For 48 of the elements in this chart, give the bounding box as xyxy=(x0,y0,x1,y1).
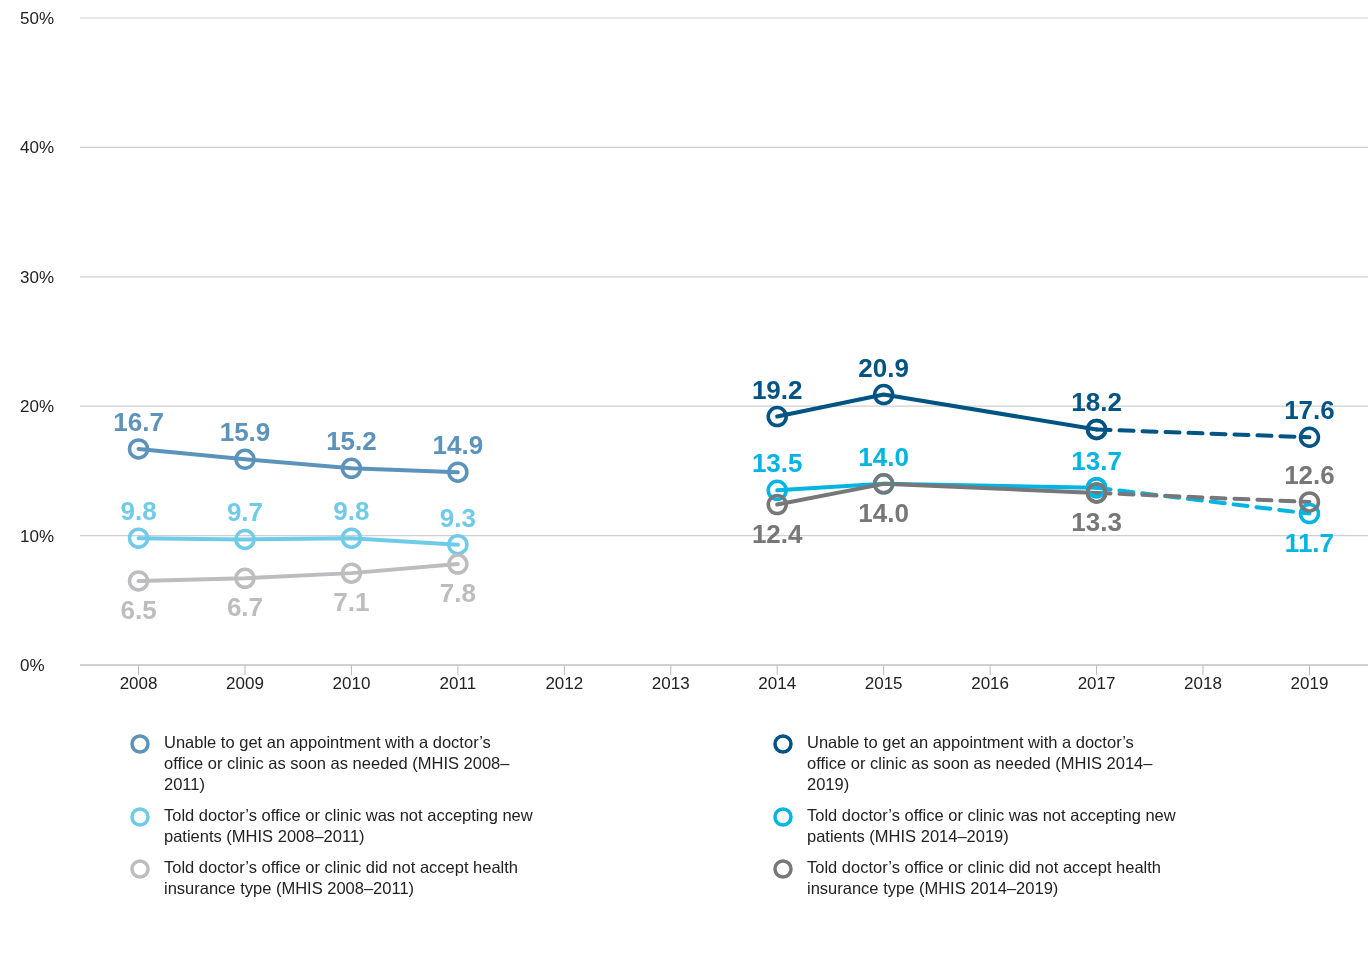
data-label: 15.9 xyxy=(219,417,271,448)
x-tick-label: 2009 xyxy=(226,674,264,694)
y-tick-label: 40% xyxy=(20,138,55,158)
legend-label: Told doctor’s office or clinic did not accept health insurance type (MHIS 2008–2011) xyxy=(164,857,520,899)
x-tick-label: 2010 xyxy=(332,674,371,694)
data-label: 17.6 xyxy=(1284,395,1335,426)
data-label: 6.7 xyxy=(226,592,264,623)
data-label: 19.2 xyxy=(751,374,803,405)
x-tick-label: 2016 xyxy=(971,674,1010,694)
x-tick-label: 2018 xyxy=(1184,674,1222,694)
data-label: 13.5 xyxy=(751,448,803,479)
legend-label: Unable to get an appointment with a doctor’s office or clinic as soon as needed (MHIS 2014–2019) xyxy=(807,732,1154,795)
legend-label: Told doctor’s office or clinic did not accept health insurance type (MHIS 2014–2019) xyxy=(807,857,1163,899)
y-tick-label: 20% xyxy=(20,397,55,417)
x-tick-label: 2014 xyxy=(758,674,797,694)
data-label: 14.0 xyxy=(858,441,909,472)
legend-label: Told doctor’s office or clinic was not accepting new patients (MHIS 2014–2019) xyxy=(807,805,1177,847)
data-label: 6.5 xyxy=(120,594,157,625)
x-tick-label: 2013 xyxy=(651,674,690,694)
data-label: 9.8 xyxy=(120,496,157,527)
data-label: 9.3 xyxy=(439,502,476,533)
x-tick-label: 2011 xyxy=(439,674,477,694)
y-tick-label: 30% xyxy=(20,267,55,287)
data-label: 12.4 xyxy=(751,518,804,549)
data-label: 13.3 xyxy=(1071,506,1122,537)
y-tick-label: 0% xyxy=(20,656,45,676)
data-label: 9.7 xyxy=(226,497,264,528)
x-tick-label: 2008 xyxy=(119,674,158,694)
data-label: 18.2 xyxy=(1071,387,1122,418)
data-label: 15.2 xyxy=(326,426,377,457)
data-label: 12.6 xyxy=(1284,459,1335,490)
data-label: 11.7 xyxy=(1284,527,1335,558)
data-label: 14.0 xyxy=(858,497,909,528)
data-label: 16.7 xyxy=(113,406,164,437)
legend-label: Unable to get an appointment with a doctor’s office or clinic as soon as needed (MHIS 2008–2011) xyxy=(164,732,511,795)
x-tick-label: 2015 xyxy=(864,674,903,694)
x-tick-label: 2017 xyxy=(1077,674,1116,694)
x-tick-label: 2012 xyxy=(545,674,584,694)
legend-label: Told doctor’s office or clinic was not accepting new patients (MHIS 2008–2011) xyxy=(164,805,534,847)
y-tick-label: 10% xyxy=(20,526,55,546)
data-label: 9.8 xyxy=(333,496,370,527)
data-label: 13.7 xyxy=(1071,445,1122,476)
x-tick-label: 2019 xyxy=(1290,674,1329,694)
data-label: 14.9 xyxy=(432,430,484,461)
data-label: 20.9 xyxy=(858,352,909,383)
y-tick-label: 50% xyxy=(20,9,55,29)
data-label: 7.1 xyxy=(333,587,370,618)
data-label: 7.8 xyxy=(439,578,476,609)
